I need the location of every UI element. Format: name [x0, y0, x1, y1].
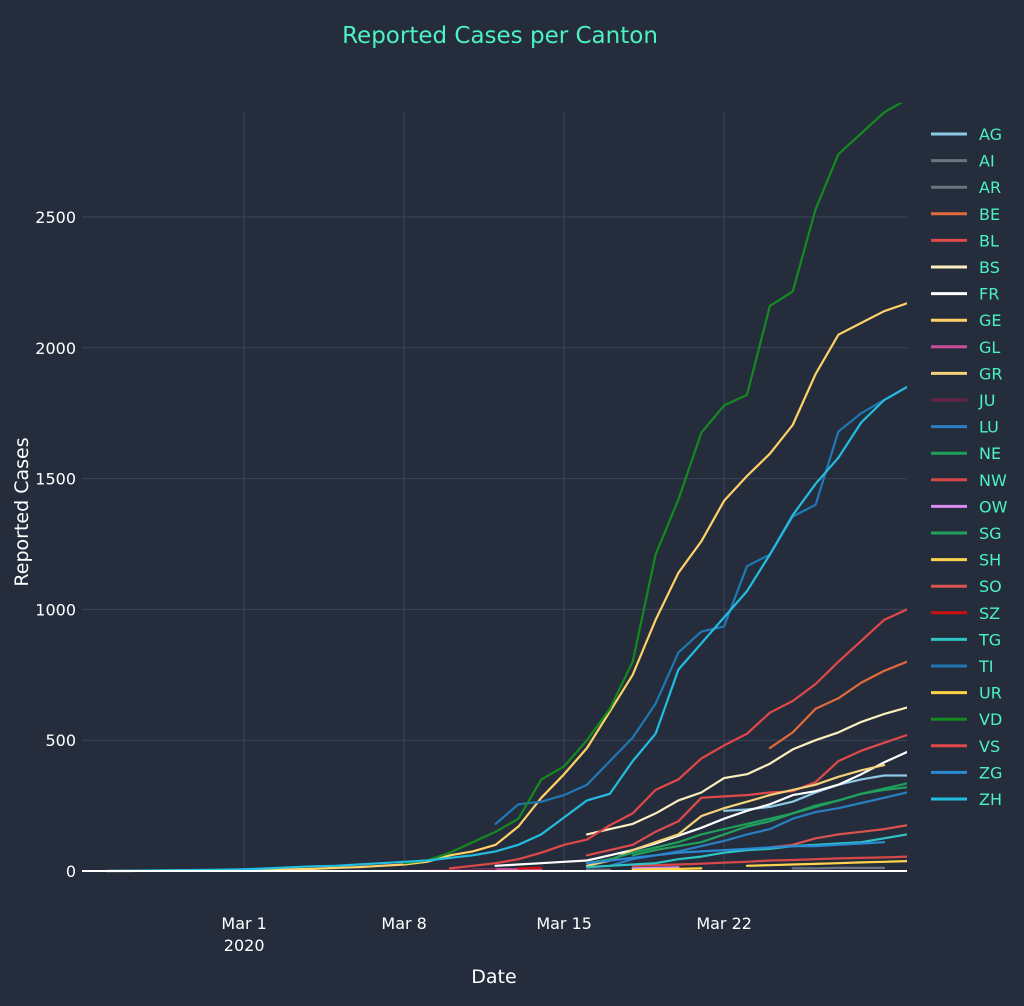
legend-item[interactable]: BE [931, 205, 1000, 224]
y-tick-label: 1500 [35, 470, 76, 489]
legend-label: AI [979, 152, 995, 171]
legend-label: SO [979, 577, 1002, 596]
series-line-zh[interactable] [105, 385, 907, 873]
series-line-be[interactable] [768, 660, 907, 750]
legend-item[interactable]: ZH [931, 790, 1002, 809]
y-tick-label: 2000 [35, 339, 76, 358]
legend-label: OW [979, 497, 1008, 516]
x-tick-label: Mar 22 [696, 914, 752, 933]
legend-label: VD [979, 710, 1002, 729]
series-line-ge[interactable] [105, 302, 907, 873]
legend-label: TI [978, 657, 994, 676]
series-line-sh[interactable] [745, 859, 907, 867]
series-line-ti[interactable] [494, 399, 886, 826]
legend-label: FR [979, 285, 999, 304]
gridlines [82, 113, 907, 871]
series-line-nw[interactable] [631, 855, 907, 867]
legend-label: NW [979, 471, 1007, 490]
chart-title: Reported Cases per Canton [342, 23, 658, 49]
legend-label: VS [979, 737, 1000, 756]
series-line-bs[interactable] [585, 706, 907, 836]
legend-item[interactable]: SG [931, 524, 1002, 543]
legend-item[interactable]: NE [931, 444, 1001, 463]
y-tick-label: 1000 [35, 600, 76, 619]
legend-item[interactable]: GE [931, 311, 1002, 330]
legend-item[interactable]: AG [931, 125, 1002, 144]
x-tick-label: Mar 8 [381, 914, 426, 933]
series-line-ow[interactable] [631, 866, 680, 870]
legend-label: AG [979, 125, 1002, 144]
legend-item[interactable]: TG [931, 630, 1001, 649]
legend-item[interactable]: GR [931, 364, 1003, 383]
x-tick-sublabel: 2020 [224, 936, 265, 955]
legend-item[interactable]: GL [931, 338, 1000, 357]
legend-label: GE [979, 311, 1002, 330]
series-line-vd[interactable] [403, 99, 907, 865]
series-lines [105, 99, 907, 873]
y-axis-title: Reported Cases [11, 437, 33, 586]
legend-label: ZG [979, 763, 1002, 782]
y-tick-label: 500 [45, 731, 76, 750]
y-tick-label: 0 [66, 862, 76, 881]
legend-item[interactable]: AI [931, 152, 995, 171]
legend: AG AI AR BE BL BS FR GE GL GR JU LU NE NW OW SG SH SO SZ TG… [931, 125, 1008, 809]
legend-label: AR [979, 178, 1001, 197]
y-tick-label: 2500 [35, 208, 76, 227]
legend-item[interactable]: SZ [931, 604, 1000, 623]
legend-label: SG [979, 524, 1002, 543]
series-line-zg[interactable] [585, 841, 886, 865]
x-axis-title: Date [471, 966, 516, 988]
legend-item[interactable]: TI [931, 657, 994, 676]
legend-item[interactable]: VD [931, 710, 1002, 729]
legend-item[interactable]: BL [931, 231, 999, 250]
legend-label: BE [979, 205, 1000, 224]
legend-label: SZ [979, 604, 1000, 623]
series-line-vs[interactable] [448, 608, 907, 870]
legend-label: NE [979, 444, 1001, 463]
legend-label: UR [979, 684, 1002, 703]
legend-item[interactable]: LU [931, 418, 999, 437]
series-line-ai[interactable] [791, 866, 886, 870]
legend-label: LU [979, 418, 999, 437]
series-line-fr[interactable] [494, 750, 907, 867]
legend-item[interactable]: NW [931, 471, 1007, 490]
legend-label: JU [978, 391, 995, 410]
legend-item[interactable]: JU [931, 391, 995, 410]
legend-item[interactable]: UR [931, 684, 1002, 703]
legend-label: SH [979, 551, 1001, 570]
x-tick-label: Mar 1 [221, 914, 266, 933]
series-line-ur[interactable] [631, 867, 703, 871]
series-line-so[interactable] [768, 824, 907, 849]
series-line-sz[interactable] [517, 866, 543, 870]
legend-label: BS [979, 258, 1000, 277]
series-line-bl[interactable] [585, 733, 907, 857]
legend-item[interactable]: VS [931, 737, 1000, 756]
legend-label: ZH [979, 790, 1002, 809]
series-line-gr[interactable] [585, 763, 886, 867]
series-line-sg[interactable] [631, 786, 907, 857]
legend-item[interactable]: AR [931, 178, 1001, 197]
legend-item[interactable]: ZG [931, 763, 1002, 782]
legend-item[interactable]: OW [931, 497, 1008, 516]
legend-item[interactable]: SH [931, 551, 1001, 570]
legend-item[interactable]: FR [931, 285, 999, 304]
legend-label: BL [979, 231, 999, 250]
legend-label: TG [978, 630, 1001, 649]
legend-item[interactable]: BS [931, 258, 1000, 277]
legend-label: GR [979, 364, 1003, 383]
legend-item[interactable]: SO [931, 577, 1002, 596]
legend-label: GL [979, 338, 1000, 357]
series-line-tg[interactable] [585, 833, 907, 869]
x-tick-label: Mar 15 [536, 914, 592, 933]
